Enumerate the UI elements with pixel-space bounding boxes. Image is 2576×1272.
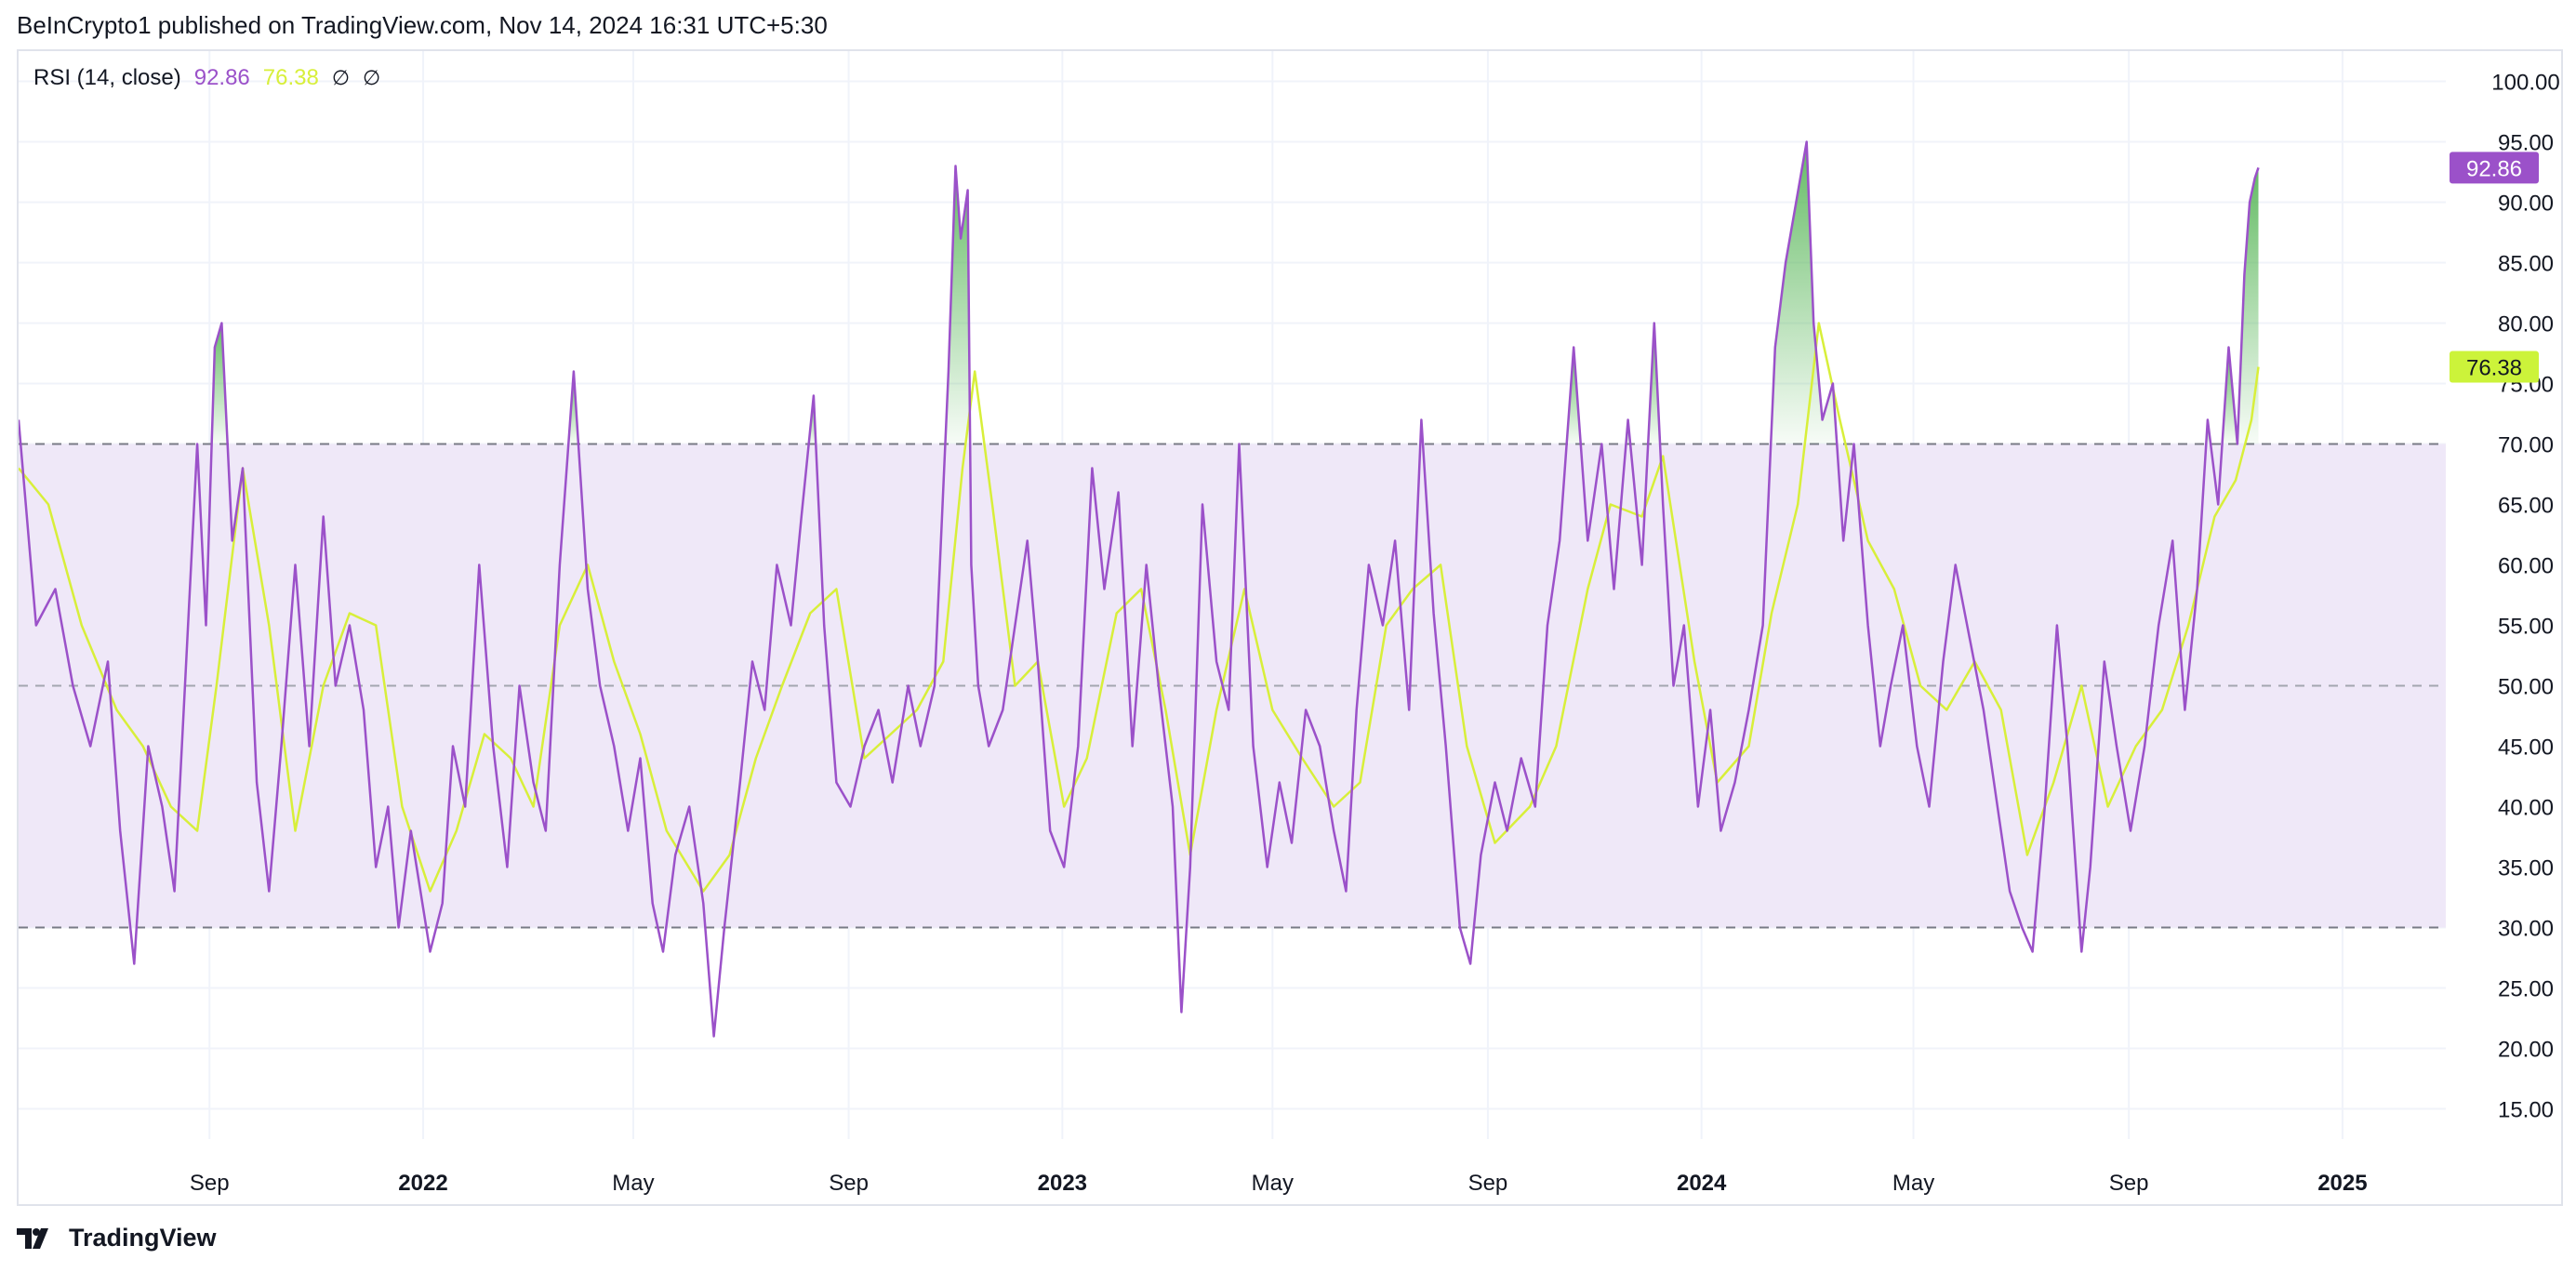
y-tick-label: 50.00: [2498, 675, 2554, 700]
rsi-last-value-text: 92.86: [2466, 156, 2522, 181]
x-tick-label: May: [1892, 1171, 1934, 1196]
x-tick-label: May: [1252, 1171, 1294, 1196]
y-tick-label: 40.00: [2498, 796, 2554, 821]
publisher-header: BeInCrypto1 published on TradingView.com…: [17, 11, 828, 39]
overbought-fill: [1771, 141, 1838, 444]
overbought-fill: [2222, 347, 2237, 444]
y-tick-label: 100.00: [2491, 71, 2559, 96]
overbought-fill: [568, 371, 578, 444]
indicator-name: RSI (14, close): [33, 65, 181, 90]
y-tick-label: 95.00: [2498, 131, 2554, 156]
y-tick-label: 35.00: [2498, 856, 2554, 881]
x-tick-label: 2023: [1038, 1171, 1087, 1196]
y-tick-label: 60.00: [2498, 554, 2554, 579]
tradingview-footer[interactable]: TradingView: [17, 1224, 217, 1252]
y-tick-label: 30.00: [2498, 917, 2554, 942]
tradingview-brand: TradingView: [69, 1224, 217, 1252]
y-tick-label: 70.00: [2498, 433, 2554, 458]
overbought-fill: [2237, 167, 2259, 444]
y-tick-label: 85.00: [2498, 252, 2554, 277]
y-tick-label: 45.00: [2498, 735, 2554, 761]
x-tick-label: Sep: [829, 1171, 869, 1196]
rsi-legend-value: 92.86: [193, 65, 250, 90]
rsi-last-value-badge: [2450, 152, 2539, 184]
y-tick-label: 90.00: [2498, 192, 2554, 217]
na-icon: ∅: [363, 66, 381, 89]
ma-last-value-badge: [2450, 351, 2539, 383]
y-tick-label: 20.00: [2498, 1038, 2554, 1063]
overbought-fill: [1566, 347, 1581, 444]
y-tick-label: 65.00: [2498, 494, 2554, 519]
ma-last-value-text: 76.38: [2466, 356, 2522, 381]
overbought-fill: [945, 166, 971, 444]
x-tick-label: 2022: [398, 1171, 447, 1196]
y-tick-label: 55.00: [2498, 615, 2554, 640]
y-tick-label: 15.00: [2498, 1098, 2554, 1123]
indicator-legend[interactable]: RSI (14, close) 92.86 76.38 ∅ ∅: [33, 65, 380, 91]
ma-legend-value: 76.38: [262, 65, 319, 90]
x-tick-label: Sep: [190, 1171, 230, 1196]
chart-frame: [17, 49, 2563, 1206]
x-tick-label: Sep: [1468, 1171, 1508, 1196]
na-icon: ∅: [331, 66, 351, 89]
tradingview-logo-icon: [17, 1227, 48, 1249]
y-tick-label: 80.00: [2498, 312, 2554, 338]
overbought-fill: [1648, 323, 1661, 444]
x-tick-label: 2024: [1677, 1171, 1727, 1196]
rsi-series-line: [19, 140, 2260, 1038]
x-tick-label: 2025: [2317, 1171, 2367, 1196]
y-tick-label: 25.00: [2498, 977, 2554, 1002]
x-tick-label: May: [612, 1171, 654, 1196]
x-tick-label: Sep: [2109, 1171, 2149, 1196]
